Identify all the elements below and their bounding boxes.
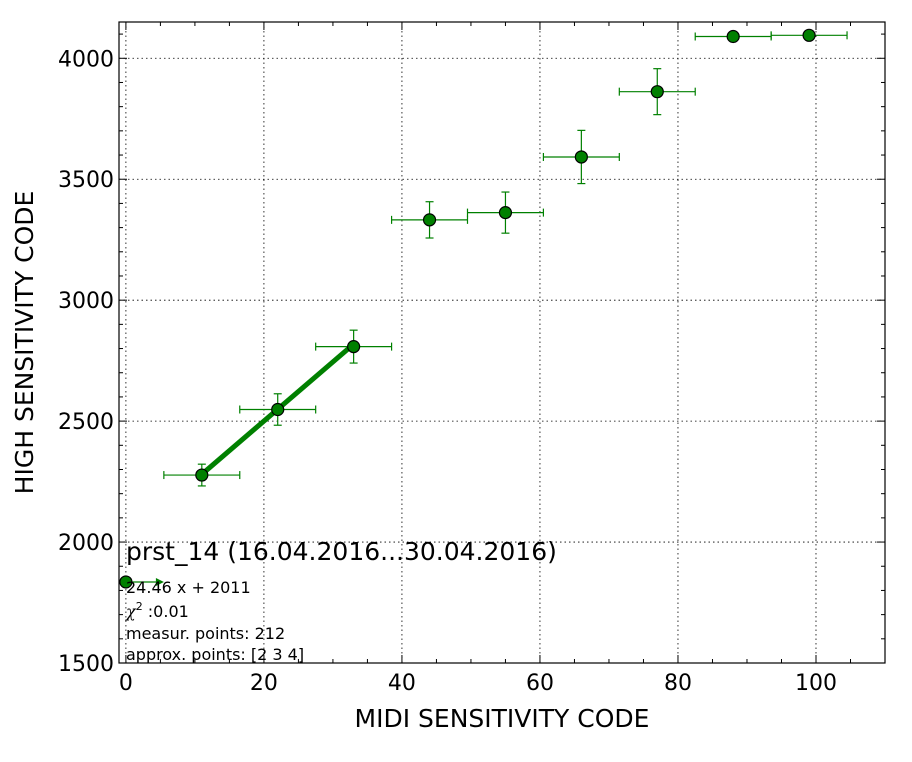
data-points bbox=[195, 28, 816, 482]
annotation-measur-points: measur. points: 212 bbox=[126, 624, 285, 643]
x-tick-label: 20 bbox=[250, 671, 278, 696]
chi-value: :0.01 bbox=[143, 602, 189, 621]
data-point bbox=[726, 29, 740, 44]
annotation-equation: 24.46 x + 2011 bbox=[126, 578, 251, 597]
x-tick-label: 100 bbox=[795, 671, 837, 696]
chi-exponent: 2 bbox=[136, 600, 143, 613]
data-point bbox=[574, 150, 588, 164]
legend-marker bbox=[119, 575, 133, 589]
x-tick-label: 0 bbox=[119, 671, 133, 696]
x-tick-label: 60 bbox=[526, 671, 554, 696]
data-point bbox=[195, 468, 209, 482]
data-point bbox=[347, 340, 361, 354]
plot-frame bbox=[118, 21, 886, 664]
y-tick-label: 1500 bbox=[58, 652, 114, 677]
data-point bbox=[650, 85, 664, 99]
y-tick-label: 2500 bbox=[58, 410, 114, 435]
y-tick-label: 4000 bbox=[58, 47, 114, 72]
data-point bbox=[498, 206, 513, 220]
y-tick-label: 3500 bbox=[58, 168, 114, 193]
data-point bbox=[422, 213, 437, 227]
tick-labels: 0 20 40 60 80 100 1500 2000 2500 3000 3500 4000 bbox=[58, 47, 837, 696]
data-point bbox=[271, 402, 285, 417]
x-tick-label: 40 bbox=[388, 671, 416, 696]
annotation-approx-points: approx. points: [2 3 4] bbox=[126, 645, 304, 664]
y-axis-label: HIGH SENSITIVITY CODE bbox=[10, 191, 39, 495]
x-tick-label: 80 bbox=[664, 671, 692, 696]
grid-lines bbox=[119, 22, 885, 663]
y-tick-label: 2000 bbox=[58, 531, 114, 556]
legend-marker-group bbox=[119, 575, 164, 589]
axis-ticks bbox=[119, 22, 886, 664]
y-tick-label: 3000 bbox=[58, 289, 114, 314]
legend-arrow bbox=[155, 577, 164, 586]
annotation-chi-square: χ2 :0.01 bbox=[125, 600, 189, 621]
annotation-title: prst_14 (16.04.2016...30.04.2016) bbox=[126, 537, 557, 566]
chi-symbol: χ bbox=[125, 602, 137, 621]
x-axis-label: MIDI SENSITIVITY CODE bbox=[355, 704, 650, 733]
data-point bbox=[802, 28, 816, 42]
